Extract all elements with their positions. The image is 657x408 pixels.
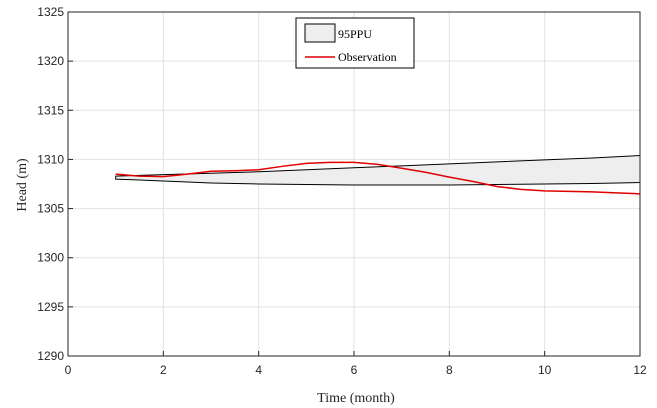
axes: [67, 11, 641, 357]
x-tick-label: 6: [351, 363, 358, 377]
y-tick-label: 1310: [37, 152, 64, 166]
x-tick-label: 10: [538, 363, 552, 377]
y-tick-label: 1295: [37, 300, 64, 314]
series-line-observation: [115, 161, 641, 195]
y-tick-label: 1290: [37, 349, 64, 363]
y-tick-label: 1305: [37, 202, 64, 216]
y-tick-label: 1325: [37, 5, 64, 19]
series-layer: [115, 161, 641, 195]
y-tick-label: 1320: [37, 54, 64, 68]
x-tick-label: 8: [446, 363, 453, 377]
x-axis-label: Time (month): [317, 391, 395, 406]
legend-band-swatch: [304, 23, 336, 43]
legend-observation-label: Observation: [338, 50, 397, 64]
x-tick-label: 0: [65, 363, 72, 377]
tick-labels: 0 2 4 6 8 10 12 1290 1295 1300 1305 1310 1315 1320 132…: [37, 5, 647, 377]
x-tick-label: 2: [160, 363, 167, 377]
y-tick-label: 1300: [37, 251, 64, 265]
x-tick-label: 4: [255, 363, 262, 377]
legend-band-label: 95PPU: [338, 27, 372, 41]
y-axis-label: Head (m): [15, 158, 30, 212]
x-tick-label: 12: [633, 363, 647, 377]
legend: 95PPU Observation: [295, 17, 415, 69]
y-tick-label: 1315: [37, 103, 64, 117]
